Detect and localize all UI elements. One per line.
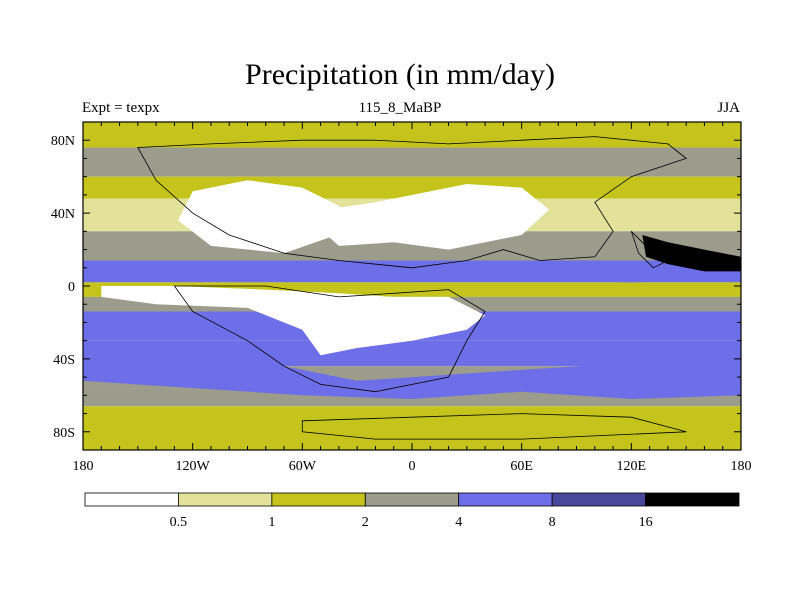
experiment-label: Expt = texpx	[82, 100, 160, 116]
colorbar-swatch	[364, 492, 460, 507]
period-label: 115_8_MaBP	[358, 100, 442, 116]
x-tick-label: 60W	[289, 459, 317, 474]
colorbar-swatch	[551, 492, 646, 507]
precip-region-2	[83, 260, 741, 283]
coastline-0	[137, 136, 688, 269]
y-tick-label: 80N	[51, 134, 75, 149]
precip-band-1	[83, 147, 741, 177]
chart-title: Precipitation (in mm/day)	[245, 58, 555, 91]
x-tick-label: 120E	[617, 459, 647, 474]
x-tick-label: 180	[731, 459, 752, 474]
colorbar-label: 16	[639, 515, 653, 530]
y-tick-label: 40N	[51, 207, 75, 222]
colorbar-swatch	[645, 492, 740, 507]
precip-region-5	[83, 340, 741, 399]
precip-region-1	[302, 184, 550, 250]
colorbar-swatch	[458, 492, 553, 507]
coastline-1	[173, 285, 486, 393]
x-tick-label: 120W	[176, 459, 211, 474]
colorbar-label: 2	[362, 515, 369, 530]
colorbar-label: 0.5	[170, 515, 188, 530]
colorbar-swatch	[271, 492, 366, 507]
precip-band-6	[83, 271, 741, 283]
colorbar-label: 8	[549, 515, 556, 530]
colorbar-label: 1	[268, 515, 275, 530]
coastline-3	[630, 231, 669, 269]
precip-region-4	[101, 286, 486, 356]
colorbar-swatch	[84, 492, 179, 507]
colorbar-swatch	[178, 492, 273, 507]
season-label: JJA	[717, 100, 740, 116]
y-tick-label: 80S	[53, 426, 75, 441]
x-tick-label: 180	[73, 459, 94, 474]
precip-region-0	[178, 180, 358, 254]
x-tick-label: 0	[409, 459, 416, 474]
precip-region-6	[83, 417, 741, 450]
y-tick-label: 0	[68, 280, 75, 295]
y-tick-label: 40S	[53, 353, 75, 368]
x-tick-label: 60E	[510, 459, 533, 474]
precip-region-3	[642, 235, 741, 272]
colorbar-label: 4	[455, 515, 462, 530]
coastline-2	[301, 413, 687, 440]
